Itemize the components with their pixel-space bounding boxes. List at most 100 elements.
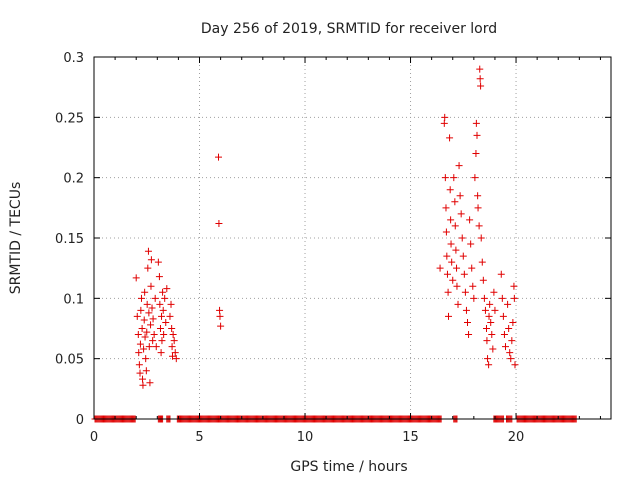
- y-tick-label: 0.1: [63, 292, 84, 307]
- data-point: [160, 331, 168, 339]
- data-point: [454, 300, 462, 308]
- data-point: [483, 337, 491, 345]
- data-point: [139, 381, 147, 389]
- data-point: [166, 312, 174, 320]
- data-point: [159, 306, 167, 314]
- data-point: [451, 222, 459, 230]
- data-point: [506, 349, 514, 357]
- data-point: [145, 309, 153, 317]
- data-point: [474, 204, 482, 212]
- data-point: [477, 234, 485, 242]
- data-point: [440, 119, 448, 127]
- data-point: [148, 304, 156, 312]
- data-point: [511, 361, 519, 369]
- data-point: [155, 273, 163, 281]
- data-points: [91, 65, 580, 423]
- data-point: [508, 337, 516, 345]
- data-point: [452, 246, 460, 254]
- data-point: [464, 318, 472, 326]
- y-tick-label: 0.2: [63, 172, 84, 187]
- data-point: [156, 325, 164, 332]
- data-point: [477, 82, 485, 90]
- data-point: [135, 349, 143, 357]
- data-point: [510, 294, 518, 302]
- data-point: [505, 325, 513, 332]
- data-point: [158, 337, 166, 345]
- data-point: [144, 264, 152, 272]
- data-point: [136, 369, 144, 377]
- data-point: [144, 247, 152, 255]
- x-tick-label: 20: [508, 430, 525, 445]
- data-point: [169, 331, 177, 339]
- data-point: [161, 294, 169, 302]
- data-point: [146, 379, 154, 387]
- data-point: [467, 240, 475, 248]
- data-point: [465, 331, 473, 339]
- data-point: [499, 312, 507, 320]
- data-point: [449, 276, 457, 284]
- data-point: [142, 355, 150, 363]
- data-point: [501, 343, 509, 351]
- y-tick-label: 0.25: [55, 111, 84, 126]
- data-point: [141, 333, 149, 341]
- data-point: [461, 288, 469, 296]
- data-point: [168, 325, 176, 332]
- data-point: [442, 228, 450, 236]
- grid: [94, 57, 611, 419]
- data-point: [152, 343, 160, 351]
- x-tick-label: 10: [297, 430, 314, 445]
- data-point: [484, 355, 492, 363]
- data-point: [158, 312, 166, 320]
- data-point: [216, 312, 224, 320]
- data-point: [154, 258, 162, 266]
- data-point: [498, 294, 506, 302]
- data-point: [172, 355, 180, 363]
- data-point: [168, 343, 176, 351]
- data-point: [469, 282, 477, 290]
- data-point: [171, 349, 179, 357]
- data-point: [133, 312, 141, 320]
- data-point: [147, 256, 155, 264]
- plot-frame: [93, 56, 612, 420]
- data-point: [442, 204, 450, 212]
- data-point: [137, 306, 145, 314]
- x-tick-label: 15: [402, 430, 419, 445]
- data-point: [443, 252, 451, 260]
- data-point: [453, 282, 461, 290]
- data-point: [215, 153, 223, 161]
- data-point: [504, 300, 512, 308]
- data-point: [142, 367, 150, 375]
- data-point: [460, 270, 468, 278]
- data-point: [140, 316, 148, 324]
- data-point: [444, 288, 452, 296]
- data-point: [500, 331, 508, 339]
- data-point: [476, 75, 484, 83]
- y-tick-label: 0.15: [55, 232, 84, 247]
- data-point: [509, 318, 517, 326]
- data-point: [215, 220, 223, 228]
- data-point: [487, 318, 495, 326]
- data-point: [159, 288, 167, 296]
- y-tick-label: 0.05: [55, 353, 84, 368]
- data-point: [156, 300, 164, 308]
- x-tick-label: 0: [90, 430, 98, 445]
- data-point: [147, 321, 155, 329]
- data-point: [140, 345, 148, 353]
- data-point: [167, 300, 175, 308]
- data-point: [447, 216, 455, 224]
- data-point: [139, 375, 147, 383]
- data-point: [510, 282, 518, 290]
- data-point: [450, 174, 458, 182]
- data-point: [149, 315, 157, 323]
- data-point: [446, 186, 454, 194]
- data-point: [151, 294, 159, 302]
- data-point: [470, 294, 478, 302]
- data-point: [138, 325, 146, 332]
- data-point: [459, 252, 467, 260]
- data-point: [163, 285, 171, 293]
- data-point: [132, 274, 140, 282]
- data-point: [472, 150, 480, 158]
- data-point: [455, 162, 463, 170]
- data-point: [491, 306, 499, 314]
- data-point: [141, 288, 149, 296]
